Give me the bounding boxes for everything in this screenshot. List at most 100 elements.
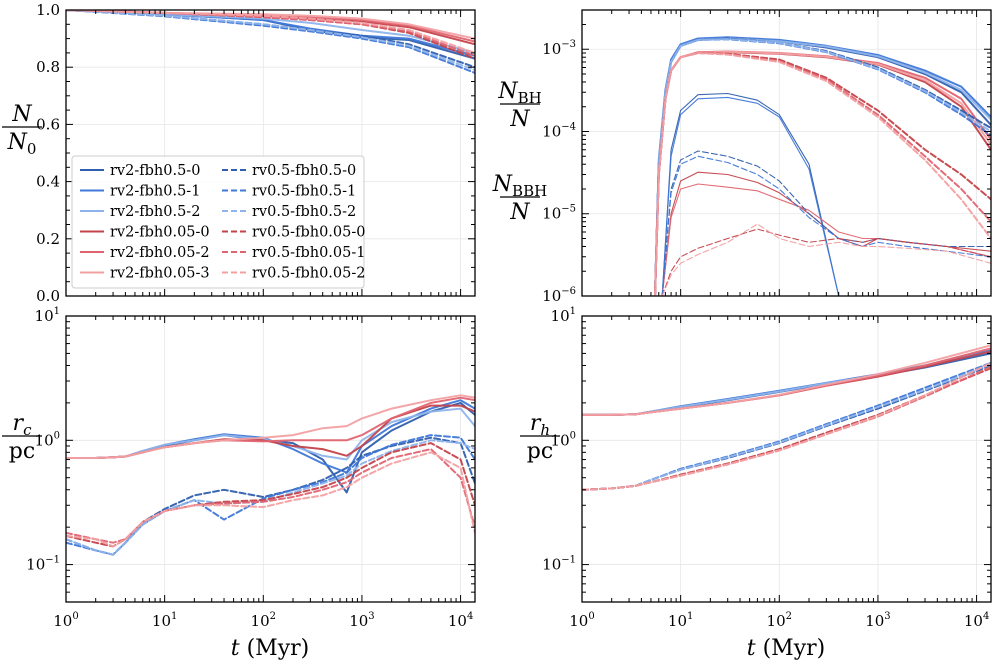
legend-label: rv2-fbh0.5-1	[110, 184, 200, 200]
ytick-label: 10−1	[542, 555, 576, 574]
ytick-label: 0.0	[36, 287, 60, 305]
ylabel-N: N N0	[2, 102, 42, 158]
ylabel-NBH-numerator: NBH	[497, 79, 541, 107]
curve-bh-rv2-fbh0.05-0	[654, 51, 991, 296]
xtick-label: 100	[569, 611, 594, 630]
curves-rh	[582, 344, 991, 491]
curve-rh-rv0.5-fbh0.05-2	[582, 361, 991, 491]
ytick-label: 101	[551, 306, 576, 325]
curve-rh-rv0.5-fbh0.5-2	[582, 363, 991, 491]
panel-rh: 10−1 100 101 100 101 102 103 104	[542, 306, 992, 630]
legend-label: rv2-fbh0.05-0	[110, 225, 210, 241]
curve-bh-rv0.5-fbh0.5-2	[654, 38, 991, 296]
ytick-label: 0.4	[36, 173, 60, 191]
curve-bh-rv2-fbh0.05-2	[654, 50, 991, 296]
ytick-label: 100	[35, 430, 60, 449]
legend-item: rv0.5-fbh0.5-2	[222, 204, 356, 220]
legend-label: rv0.5-fbh0.05-0	[252, 225, 365, 241]
ylabel-NBH-denominator: N	[509, 107, 530, 132]
curve-rc-rv0.5-fbh0.5-0	[66, 436, 475, 556]
curve-bbh-rv0.5-fbh0.5-1	[661, 155, 991, 296]
curve-rc-rv0.5-fbh0.05-1	[66, 448, 475, 544]
xtick-label: 101	[668, 611, 693, 630]
ytick-label: 10−1	[26, 555, 60, 574]
xtick-label: 102	[767, 611, 792, 630]
ytick-label: 1.0	[36, 1, 60, 19]
ylabel-rc-numerator: rc	[13, 411, 33, 439]
ytick-label: 10−5	[542, 204, 576, 223]
legend-label: rv0.5-fbh0.05-1	[252, 245, 365, 261]
curve-bh-rv0.5-fbh0.05-2	[654, 52, 991, 296]
curve-bbh-rv2-fbh0.5-1	[661, 96, 991, 296]
curves-N	[66, 10, 475, 74]
legend-label: rv0.5-fbh0.5-2	[252, 204, 356, 220]
xtick-label: 103	[349, 611, 374, 630]
ytick-labels-rh: 10−1 100 101	[542, 306, 576, 574]
legend-label: rv0.5-fbh0.5-0	[252, 163, 356, 179]
curve-rc-rv2-fbh0.5-2	[66, 407, 475, 461]
legend-label: rv2-fbh0.5-0	[110, 163, 200, 179]
legend-item: rv2-fbh0.5-2	[80, 204, 200, 220]
panel-NBH: 10−6 10−5 10−4 10−3	[542, 9, 992, 305]
xtick-label: 102	[251, 611, 276, 630]
ytick-label: 101	[35, 306, 60, 325]
ylabel-N-denominator: N0	[7, 130, 37, 158]
panel-rc: 10−1 100 101 100 101 102 103 104	[26, 306, 476, 630]
legend-item: rv2-fbh0.5-1	[80, 184, 200, 200]
xtick-label: 104	[448, 611, 473, 630]
xtick-labels-rc: 100 101 102 103 104	[53, 611, 473, 630]
curve-bbh-rv2-fbh0.05-0	[661, 171, 991, 296]
curves-rc	[66, 394, 475, 556]
curve-bbh-rv0.5-fbh0.05-2	[661, 223, 991, 296]
ytick-label: 100	[551, 430, 576, 449]
axes-frame-NBH	[581, 9, 992, 297]
ytick-labels-N: 0.0 0.2 0.4 0.6 0.8 1.0	[36, 1, 60, 305]
curve-rh-rv2-fbh0.05-2	[582, 347, 991, 416]
ytick-label: 0.2	[36, 230, 60, 248]
ytick-labels-rc: 10−1 100 101	[26, 306, 60, 574]
panel-N: 0.0 0.2 0.4 0.6 0.8 1.0	[36, 1, 476, 305]
xtick-labels-rh: 100 101 102 103 104	[569, 611, 989, 630]
legend-label: rv0.5-fbh0.05-2	[252, 266, 365, 282]
curve-N-rv2-fbh0.05-3	[66, 10, 475, 40]
legend-item: rv2-fbh0.05-2	[80, 245, 210, 261]
ylabel-rc-denominator: pc	[9, 439, 35, 464]
ytick-label: 10−3	[542, 39, 576, 58]
legend-item: rv0.5-fbh0.5-0	[222, 163, 356, 179]
curve-rh-rv0.5-fbh0.5-1	[582, 361, 991, 491]
grid-rh	[581, 315, 991, 602]
legend-item: rv0.5-fbh0.5-1	[222, 184, 356, 200]
ticks-rh	[581, 315, 991, 603]
xtick-label: 101	[152, 611, 177, 630]
curves-NBH	[654, 36, 991, 296]
ylabel-NBBH-numerator: NBBH	[492, 172, 547, 200]
legend-label: rv2-fbh0.5-2	[110, 204, 200, 220]
ticks-N	[65, 9, 475, 297]
curve-rc-rv2-fbh0.05-3	[66, 394, 475, 459]
legend-item: rv2-fbh0.05-0	[80, 225, 210, 241]
legend-item: rv0.5-fbh0.05-1	[222, 245, 365, 261]
curve-rc-rv2-fbh0.05-0	[66, 404, 475, 459]
ylabel-NBBH-denominator: N	[509, 200, 530, 225]
curve-N-rv0.5-fbh0.05-2	[66, 10, 475, 54]
ticks-NBH	[581, 9, 991, 297]
legend-item: rv0.5-fbh0.05-0	[222, 225, 365, 241]
xtick-label: 104	[964, 611, 989, 630]
curve-rh-rv2-fbh0.5-1	[582, 349, 991, 416]
curve-bbh-rv0.5-fbh0.05-0	[661, 228, 991, 296]
curve-bh-rv2-fbh0.05-3	[654, 50, 991, 296]
xtick-label: 103	[865, 611, 890, 630]
xlabel-left: t (Myr)	[231, 636, 309, 661]
legend-label: rv2-fbh0.05-2	[110, 245, 210, 261]
legend-item: rv2-fbh0.5-0	[80, 163, 200, 179]
ytick-label: 10−6	[542, 286, 576, 305]
curve-rh-rv2-fbh0.5-0	[582, 352, 991, 416]
axes-frame-rh	[581, 315, 992, 603]
grid-rc	[65, 315, 475, 602]
curve-rh-rv2-fbh0.05-3	[582, 344, 991, 416]
curve-rh-rv0.5-fbh0.5-0	[582, 364, 991, 491]
